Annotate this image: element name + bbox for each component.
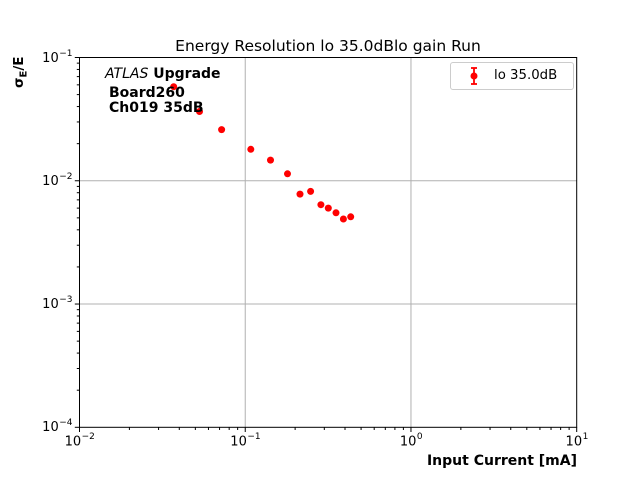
legend-label: lo 35.0dB bbox=[494, 68, 558, 83]
data-point bbox=[267, 156, 274, 164]
annotation-upgrade: Upgrade bbox=[148, 66, 221, 82]
errorbar-marker-icon bbox=[470, 67, 478, 85]
axes-spines bbox=[79, 57, 578, 428]
data-point bbox=[347, 213, 355, 221]
y-tick-label: 10−3 bbox=[42, 294, 73, 313]
data-point bbox=[170, 83, 178, 91]
legend: lo 35.0dB bbox=[450, 62, 574, 90]
x-tick-label: 10−2 bbox=[64, 432, 95, 450]
annotation-line-2: Board260 bbox=[109, 85, 185, 101]
data-point bbox=[218, 126, 226, 134]
y-axis-label: σE/E bbox=[11, 56, 30, 88]
chart-title: Energy Resolution lo 35.0dBlo gain Run bbox=[175, 37, 481, 55]
data-point bbox=[332, 209, 340, 217]
ylabel-subscript: E bbox=[18, 70, 30, 78]
x-axis-label: Input Current [mA] bbox=[426, 453, 577, 469]
data-point bbox=[324, 204, 332, 212]
data-point bbox=[196, 108, 203, 115]
errorbar-dot bbox=[470, 72, 478, 80]
data-point bbox=[317, 201, 325, 209]
x-tick-label: 10−1 bbox=[230, 432, 261, 450]
data-point bbox=[296, 190, 304, 198]
annotation-line-1: ATLAS Upgrade bbox=[105, 66, 221, 82]
annotation-atlas: ATLAS bbox=[105, 66, 149, 82]
data-point bbox=[247, 145, 255, 153]
data-point bbox=[307, 187, 315, 195]
x-tick-label: 100 bbox=[399, 432, 423, 450]
y-tick-label: 10−1 bbox=[42, 48, 73, 66]
chart-title-text: Energy Resolution lo 35.0dBlo gain Run bbox=[175, 37, 481, 55]
annotation-line-3: Ch019 35dB bbox=[109, 100, 204, 116]
data-point bbox=[339, 215, 347, 223]
data-point bbox=[284, 170, 291, 178]
y-tick-label: 10−4 bbox=[42, 418, 73, 436]
ylabel-sigma: σ bbox=[11, 77, 27, 88]
y-tick-label: 10−2 bbox=[42, 171, 73, 189]
ylabel-rest: /E bbox=[11, 56, 27, 71]
x-tick-label: 101 bbox=[565, 432, 589, 450]
